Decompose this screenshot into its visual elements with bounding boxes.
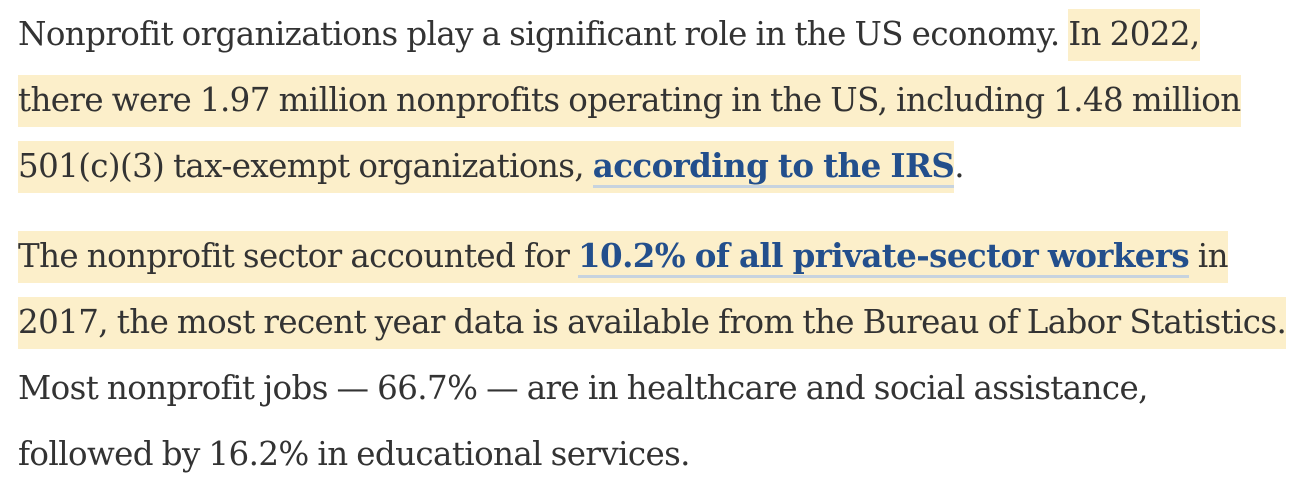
private-sector-workers-link[interactable]: 10.2% of all private-sector workers — [578, 236, 1190, 278]
highlighted-text: The nonprofit sector accounted for — [18, 237, 579, 275]
highlighted-text: in 2017, the most recent year data is av… — [18, 237, 1287, 341]
paragraph-end-text: Most nonprofit jobs — 66.7% — are in hea… — [18, 369, 1148, 473]
paragraph-end-text: . — [954, 147, 964, 185]
article-body: Nonprofit organizations play a significa… — [18, 0, 1288, 487]
paragraph-nonprofit-workforce: The nonprofit sector accounted for 10.2%… — [18, 223, 1288, 487]
highlighted-text: In 2022, there were 1.97 million nonprof… — [18, 15, 1241, 185]
paragraph-intro-text: Nonprofit organizations play a significa… — [18, 15, 1069, 53]
highlighted-passage: The nonprofit sector accounted for 10.2%… — [18, 231, 1287, 349]
paragraph-nonprofit-count: Nonprofit organizations play a significa… — [18, 0, 1288, 199]
irs-source-link[interactable]: according to the IRS — [592, 146, 955, 188]
